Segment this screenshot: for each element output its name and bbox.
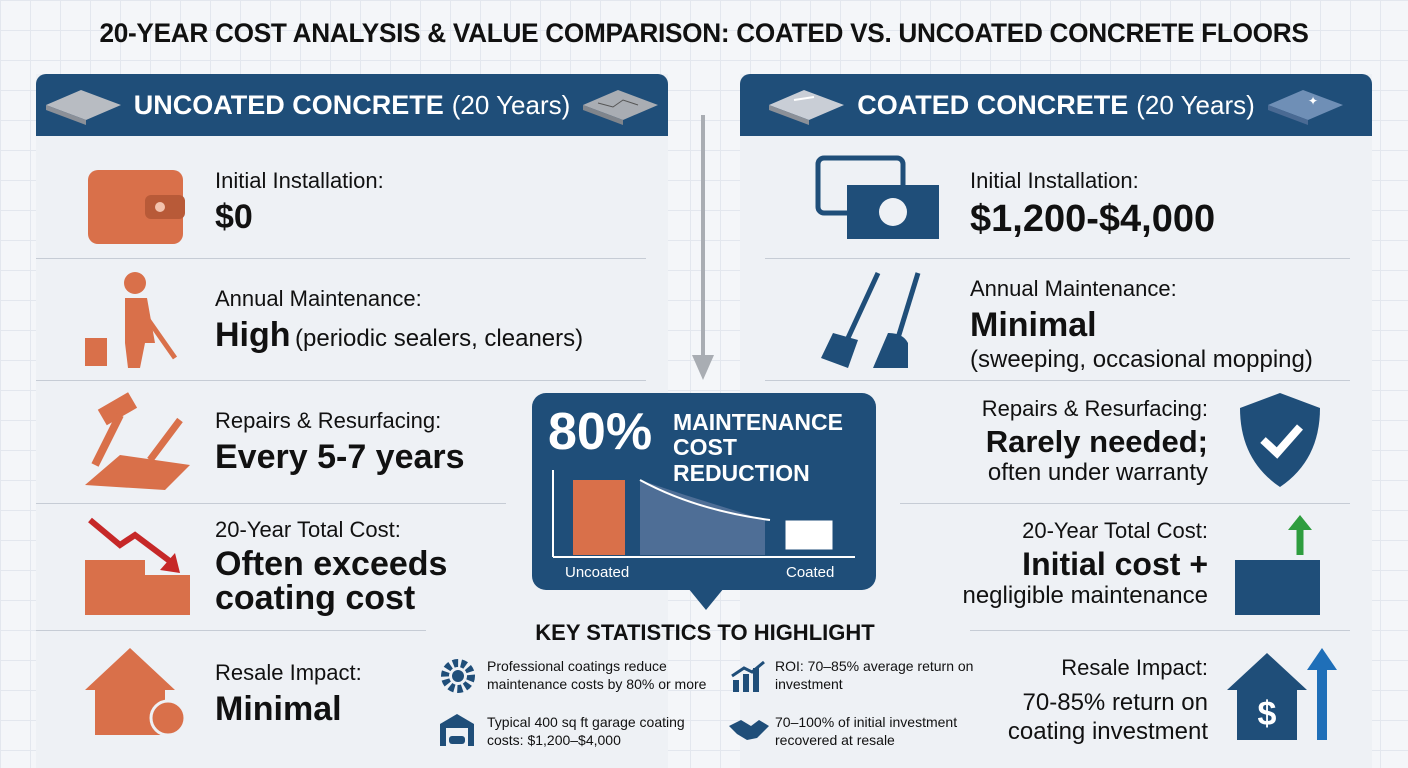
coated-header: COATED CONCRETE (20 Years) ✦ [740,74,1372,136]
chart-label: Coated [786,564,835,581]
header-period: (20 Years) [1136,89,1255,120]
money-up-icon [1235,515,1320,615]
garage-icon [440,714,474,746]
svg-text:$: $ [1258,695,1277,733]
down-arrow [692,115,714,380]
chart-label: Uncoated [565,564,630,581]
item-detail: negligible maintenance [962,582,1208,609]
svg-text:✦: ✦ [1308,94,1318,108]
handshake-icon [729,720,769,740]
mini-chart [552,470,855,558]
item-value: Rarely needed; [985,424,1208,459]
key-stat: Professional coatings reduce maintenance… [487,658,707,692]
item-value: Every 5-7 years [215,438,465,476]
header-name: UNCOATED CONCRETE [133,89,444,120]
item-detail: (sweeping, occasional mopping) [970,346,1313,373]
item-value: Minimal [970,306,1097,344]
separator [36,503,506,504]
shiny-slab-icon: ✦ [1267,90,1343,125]
highlight-stat: 80% [548,403,653,461]
key-stat: 70–100% of initial investment recovered … [775,714,958,748]
broom-mop-icon [821,271,921,368]
separator [970,630,1350,631]
item-detail: often under warranty [987,459,1208,486]
item-value: High [215,316,291,354]
item-label: 20-Year Total Cost: [1022,518,1208,543]
house-icon [85,648,187,737]
card-cash-icon [815,155,939,239]
item-label: Repairs & Resurfacing: [981,396,1208,421]
item-detail: (periodic sealers, cleaners) [295,325,584,352]
item-label: Repairs & Resurfacing: [215,408,442,433]
slab-icon [45,90,121,125]
worker-icon [85,272,178,368]
gear-icon [441,659,475,693]
box-pointer [688,588,724,610]
item-value: $0 [215,198,253,236]
item-label: Initial Installation: [215,168,384,193]
roi-icon [731,660,765,692]
uncoated-header: UNCOATED CONCRETE (20 Years) [36,74,668,136]
item-label: Resale Impact: [215,660,362,685]
cracked-slab-icon [583,90,659,125]
item-value: Often exceeds coating cost [215,545,448,617]
item-label: Annual Maintenance: [970,276,1177,301]
wallet-icon [88,170,185,244]
separator [36,630,426,631]
separator [765,258,1350,259]
item-label: 20-Year Total Cost: [215,517,401,542]
item-value: Minimal [215,690,342,728]
key-stats-title: KEY STATISTICS TO HIGHLIGHT [535,620,875,645]
item-label: Annual Maintenance: [215,286,422,311]
key-stat: Typical 400 sq ft garage coating costs: … [487,714,685,748]
separator [36,258,646,259]
key-stat: ROI: 70–85% average return on investment [775,658,974,692]
money-down-icon [85,517,190,615]
item-value: 70-85% return on coating investment [1007,689,1208,745]
tools-icon [85,392,190,490]
header-name: COATED CONCRETE [857,89,1129,120]
item-label: Resale Impact: [1061,655,1208,680]
title: 20-YEAR COST ANALYSIS & VALUE COMPARISON… [99,18,1309,48]
house-value-icon: $ [1227,648,1337,740]
separator [900,503,1350,504]
separator [36,380,646,381]
item-label: Initial Installation: [970,168,1139,193]
highlight-text: MAINTENANCE COST REDUCTION [673,409,843,486]
shield-icon [1240,393,1320,487]
item-value: $1,200-$4,000 [970,198,1216,240]
glossy-slab-icon [769,90,845,125]
separator [765,380,1350,381]
item-value: Initial cost + [1022,546,1208,582]
header-period: (20 Years) [451,89,571,120]
